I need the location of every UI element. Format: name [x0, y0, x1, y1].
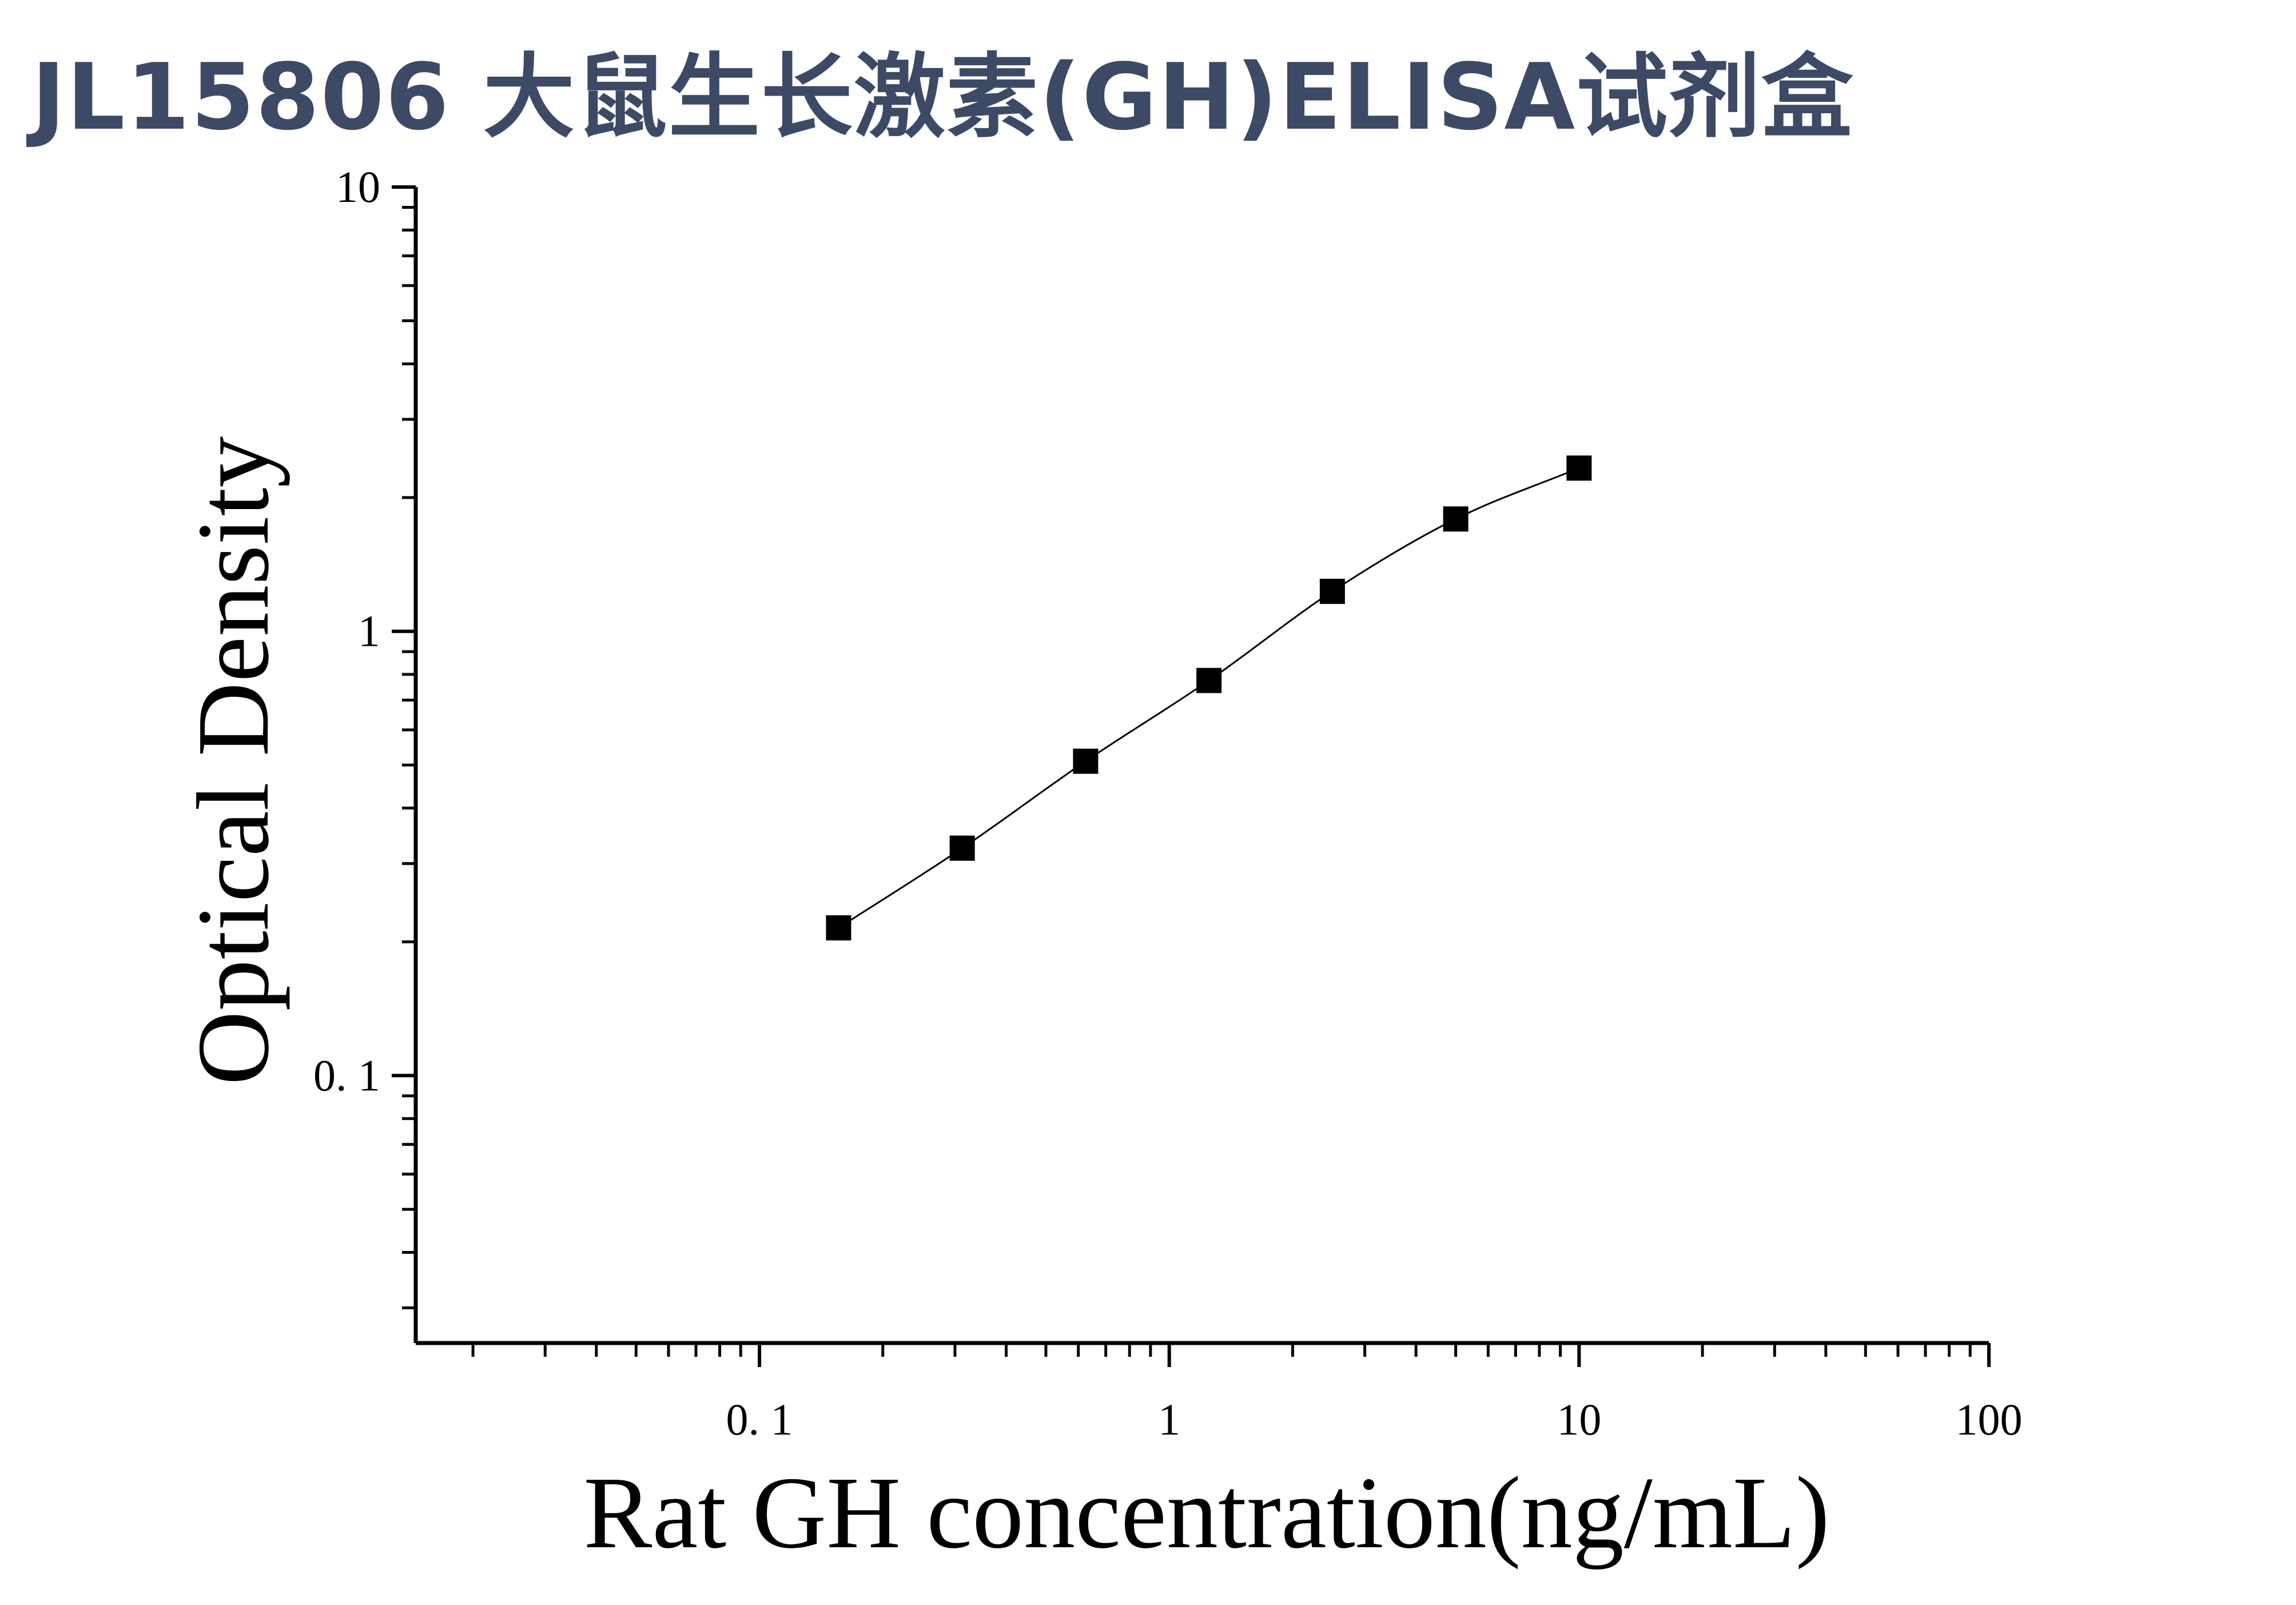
data-points — [826, 455, 1592, 941]
axes — [413, 187, 1989, 1345]
data-point — [1196, 668, 1222, 693]
data-point — [826, 915, 851, 941]
y-tick-label: 0. 1 — [313, 1050, 380, 1100]
chart-title: JL15806 大鼠生长激素(GH)ELISA试剂盒 — [31, 43, 1855, 150]
data-point — [1566, 455, 1592, 481]
x-tick-label: 0. 1 — [726, 1395, 793, 1444]
y-axis-title: Optical Density — [176, 436, 290, 1086]
tick-labels: 0. 1 1 10 100 0. 1 1 10 — [313, 162, 2023, 1444]
data-point — [1443, 506, 1469, 532]
x-tick-label: 100 — [1956, 1395, 2023, 1444]
ticks — [392, 185, 1991, 1367]
x-axis-title: Rat GH concentration(ng/mL) — [583, 1456, 1829, 1570]
x-tick-label: 1 — [1158, 1395, 1180, 1444]
y-tick-label: 1 — [358, 606, 380, 656]
data-point — [1073, 748, 1099, 774]
fit-curve — [838, 467, 1579, 929]
data-point — [1319, 578, 1345, 604]
x-tick-label: 10 — [1557, 1395, 1601, 1444]
data-point — [949, 835, 975, 861]
y-tick-label: 10 — [336, 162, 380, 212]
